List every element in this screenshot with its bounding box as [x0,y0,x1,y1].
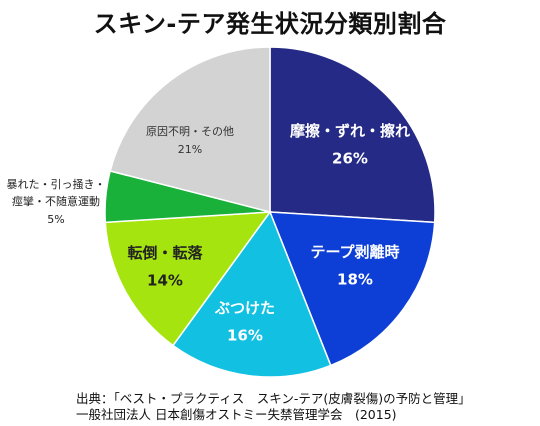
chart-title: スキン-テア発生状況分類別割合 [93,10,447,38]
pie-slice [171,210,332,378]
pie-slice [104,211,272,347]
pie-slice [269,46,436,224]
slice-label: 痙攣・不随意運動 [12,194,100,208]
slice-label: 転倒・転落 [127,244,203,262]
pie-slice [268,211,436,367]
source-citation-line1: 出典：「ベスト・プラクティス スキン-テア(皮膚裂傷)の予防と管理」 [76,391,471,406]
slice-label: 暴れた・引っ掻き・ [7,177,106,191]
slice-label: テープ剥離時 [310,243,399,261]
pie-slice [109,46,271,213]
slice-label: ぶつけた [214,299,275,317]
slice-value-label: 18% [337,270,373,288]
slice-value-label: 5% [47,213,64,226]
slice-value-label: 14% [147,271,183,289]
slice-label: 摩擦・ずれ・擦れ [290,122,410,140]
source-citation-line2: 一般社団法人 日本創傷オストミー失禁管理学会 (2015) [76,407,397,422]
slice-label: 原因不明・その他 [146,125,234,138]
slice-value-label: 26% [332,149,368,167]
slice-value-label: 21% [178,143,202,156]
slice-value-label: 16% [227,326,263,344]
